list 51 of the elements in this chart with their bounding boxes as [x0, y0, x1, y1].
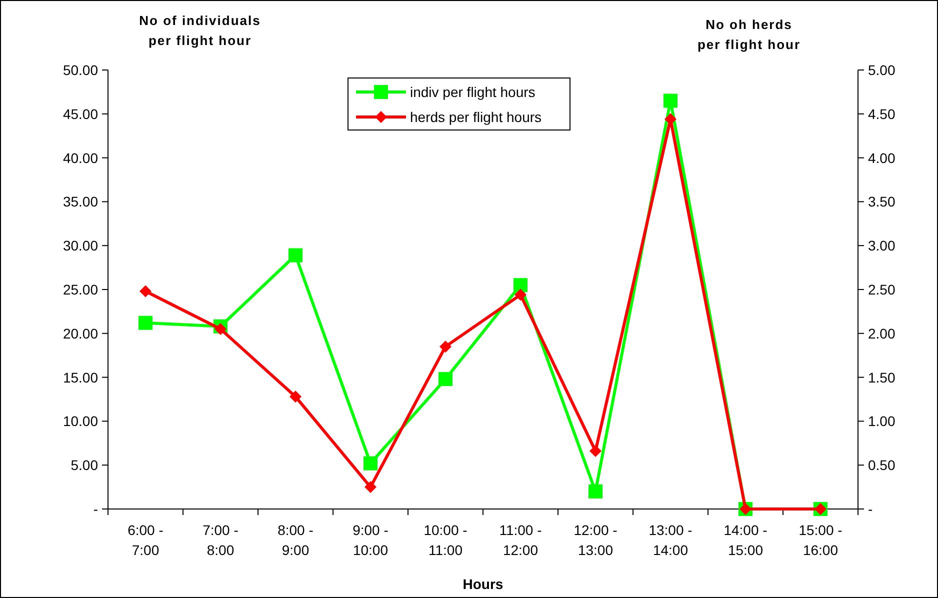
x-tick-label: 10:00 - 11:00 [424, 522, 468, 558]
point [138, 316, 152, 330]
point [438, 372, 452, 386]
point [140, 285, 152, 298]
y-tick-label: 10.00 [62, 413, 98, 430]
x-tick-label: 12:00 - 13:00 [574, 522, 618, 558]
point [290, 390, 302, 403]
x-axis-title: Hours [462, 576, 504, 592]
y2-tick-label: 1.50 [868, 369, 896, 386]
y2-tick-label: 2.00 [868, 325, 896, 342]
y-tick-label: 40.00 [62, 150, 98, 166]
legend-label: indiv per flight hours [410, 84, 536, 100]
point [288, 248, 302, 262]
point [364, 481, 376, 494]
y2-tick-label: 1.00 [868, 413, 896, 430]
y-tick-label: 50.00 [62, 62, 98, 78]
point [214, 323, 226, 336]
legend-label: herds per flight hours [410, 109, 542, 125]
y2-tick-label: 4.50 [868, 106, 896, 122]
x-tick-label: 15:00 - 16:00 [798, 522, 843, 558]
point [514, 278, 528, 292]
y2-tick-label: 5.00 [868, 62, 896, 78]
x-tick-label: 7:00 - 8:00 [202, 522, 239, 558]
y2-tick-label: 3.00 [868, 238, 896, 254]
x-tick-label: 6:00 - 7:00 [128, 522, 164, 558]
point [440, 340, 452, 353]
x-tick-label: 9:00 - 10:00 [352, 522, 389, 558]
y2-axis-title: No oh herds per flight hour [697, 17, 801, 52]
y-tick-label: 15.00 [62, 369, 98, 386]
y2-tick-label: 3.50 [868, 194, 896, 210]
y-tick-label: 30.00 [62, 238, 98, 254]
x-tick-label: 14:00 - 15:00 [724, 522, 768, 558]
x-tick-label: 13:00 - 14:00 [648, 522, 693, 558]
point [364, 456, 378, 470]
y-tick-label: 25.00 [62, 282, 98, 298]
y-tick-label: 5.00 [70, 457, 98, 474]
y2-tick-label: 0.50 [868, 457, 896, 474]
point [590, 445, 602, 458]
y2-tick-label: 4.00 [868, 150, 896, 166]
point [588, 484, 602, 498]
point [514, 288, 526, 301]
y2-tick-label: 2.50 [868, 282, 896, 298]
y-tick-label: 35.00 [62, 194, 98, 210]
y-axis-title: No of individuals per flight hour [139, 13, 261, 48]
y-tick-label: 45.00 [62, 106, 98, 122]
x-tick-label: 11:00 - 12:00 [499, 522, 542, 558]
y2-tick-label: - [868, 501, 873, 517]
y-tick-label: - [93, 501, 98, 517]
y-tick-label: 20.00 [62, 325, 98, 342]
x-tick-label: 8:00 - 9:00 [278, 522, 314, 558]
point [664, 94, 678, 108]
